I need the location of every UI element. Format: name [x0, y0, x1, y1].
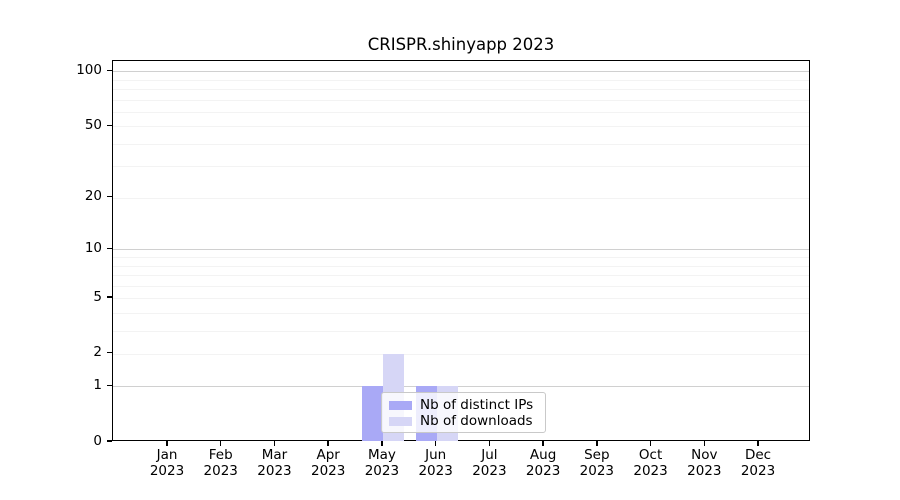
- x-axis-tick: [649, 441, 652, 446]
- legend: Nb of distinct IPs Nb of downloads: [381, 392, 546, 433]
- y-axis-tick: [107, 384, 112, 387]
- gridline-minor: [113, 111, 809, 113]
- x-axis-tick-label: May 2023: [364, 447, 400, 479]
- y-axis-tick-label: 1: [93, 376, 102, 393]
- y-axis-tick: [107, 69, 112, 72]
- gridline-minor: [113, 143, 809, 145]
- y-axis-tick-label: 20: [84, 188, 102, 205]
- gridline-minor: [113, 265, 809, 267]
- plot-area: [112, 60, 810, 441]
- gridline-major: [113, 386, 809, 388]
- x-axis-tick: [273, 441, 276, 446]
- x-axis-tick: [703, 441, 705, 446]
- bar-nb-of-distinct-ips-may-2023: [361, 386, 383, 441]
- gridline-minor: [113, 330, 809, 332]
- x-axis-tick-label: Jan 2023: [149, 447, 185, 479]
- gridline-minor: [113, 312, 809, 314]
- y-axis-tick: [107, 124, 112, 126]
- gridline-minor: [113, 126, 809, 128]
- y-axis-tick-label: 100: [76, 61, 102, 78]
- x-axis-tick: [327, 441, 329, 446]
- gridline-minor: [113, 285, 809, 287]
- gridline-minor: [113, 275, 809, 277]
- gridline-minor: [113, 99, 809, 101]
- y-axis-tick-label: 0: [93, 432, 102, 449]
- x-axis-tick-label: Jun 2023: [418, 447, 453, 479]
- x-axis-tick-label: Mar 2023: [257, 447, 292, 479]
- x-axis-tick-label: Nov 2023: [687, 447, 722, 479]
- x-axis-tick-label: Jul 2023: [472, 447, 507, 479]
- gridline-minor: [113, 298, 809, 300]
- legend-label-distinct-ips: Nb of distinct IPs: [420, 397, 534, 413]
- gridline-major: [113, 71, 809, 73]
- legend-label-downloads: Nb of downloads: [420, 413, 533, 429]
- y-axis-tick-label: 2: [93, 344, 102, 361]
- chart-title: CRISPR.shinyapp 2023: [367, 35, 555, 54]
- x-axis-tick-label: Aug 2023: [525, 447, 561, 479]
- y-axis-tick: [107, 195, 112, 198]
- gridline-minor: [113, 197, 809, 199]
- legend-entry-downloads: Nb of downloads: [389, 413, 538, 429]
- legend-entry-distinct-ips: Nb of distinct IPs: [389, 397, 538, 413]
- x-axis-tick: [166, 441, 168, 446]
- x-axis-tick: [220, 441, 222, 446]
- x-axis-tick: [596, 441, 598, 446]
- x-axis-tick: [757, 441, 759, 446]
- x-axis-tick: [542, 441, 544, 446]
- x-axis-tick-label: Dec 2023: [740, 447, 776, 479]
- gridline-minor: [113, 79, 809, 81]
- x-axis-tick: [488, 441, 491, 446]
- y-axis-tick: [107, 296, 112, 298]
- x-axis-tick: [434, 441, 437, 446]
- gridline-major: [113, 249, 809, 251]
- gridline-minor: [113, 257, 809, 259]
- y-axis-tick: [107, 440, 112, 442]
- gridline-minor: [113, 353, 809, 355]
- legend-swatch-downloads-icon: [389, 416, 412, 426]
- y-axis-tick: [107, 352, 112, 354]
- y-axis-tick-label: 5: [93, 288, 102, 305]
- x-axis-tick-label: Apr 2023: [311, 447, 346, 479]
- x-axis-tick-label: Oct 2023: [633, 447, 668, 479]
- gridline-minor: [113, 166, 809, 168]
- gridline-minor: [113, 89, 809, 91]
- x-axis-tick: [381, 441, 383, 446]
- x-axis-tick-label: Sep 2023: [579, 447, 614, 479]
- y-axis-tick-label: 50: [84, 116, 102, 133]
- y-axis-tick: [107, 247, 112, 250]
- y-axis-tick-label: 10: [84, 239, 102, 256]
- legend-swatch-distinct-ips-icon: [389, 400, 412, 410]
- x-axis-tick-label: Feb 2023: [203, 447, 238, 479]
